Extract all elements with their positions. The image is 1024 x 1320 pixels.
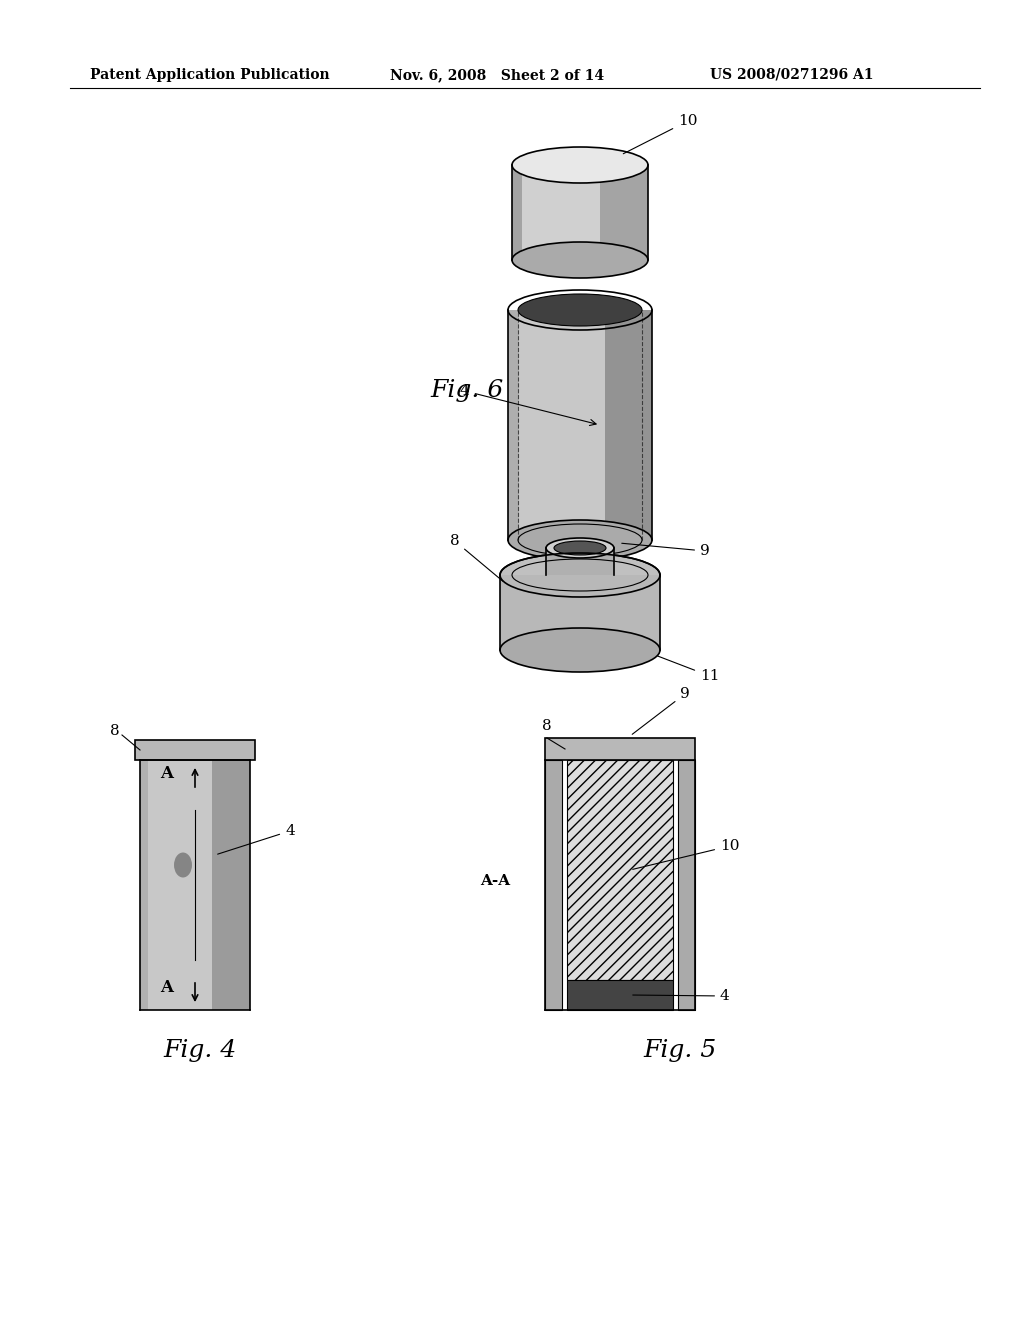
Text: Fig. 4: Fig. 4 [164,1039,237,1061]
Text: 10: 10 [633,840,739,870]
Text: US 2008/0271296 A1: US 2008/0271296 A1 [710,69,873,82]
FancyBboxPatch shape [512,165,522,260]
FancyBboxPatch shape [545,738,695,760]
FancyBboxPatch shape [140,760,148,1010]
Ellipse shape [500,628,660,672]
Ellipse shape [508,520,652,560]
Ellipse shape [512,242,648,279]
FancyBboxPatch shape [508,310,519,540]
FancyBboxPatch shape [512,165,648,260]
Text: Fig. 6: Fig. 6 [430,379,503,401]
FancyBboxPatch shape [545,760,562,1010]
Ellipse shape [518,294,642,326]
FancyBboxPatch shape [567,979,673,1010]
FancyBboxPatch shape [678,760,695,1010]
Ellipse shape [554,541,606,554]
FancyBboxPatch shape [546,548,614,576]
Text: 10: 10 [624,114,697,153]
FancyBboxPatch shape [135,741,255,760]
Text: Nov. 6, 2008   Sheet 2 of 14: Nov. 6, 2008 Sheet 2 of 14 [390,69,604,82]
Ellipse shape [174,853,193,878]
Text: 9: 9 [632,686,690,734]
Ellipse shape [500,553,660,597]
FancyBboxPatch shape [140,760,250,1010]
Text: Fig. 5: Fig. 5 [643,1039,717,1061]
Ellipse shape [512,147,648,183]
Text: 9: 9 [622,544,710,558]
Ellipse shape [546,539,614,558]
Text: 8: 8 [542,719,552,733]
Text: A: A [160,766,173,781]
Text: 8: 8 [110,723,120,738]
Text: 11: 11 [657,656,720,682]
FancyBboxPatch shape [508,310,652,540]
Text: Patent Application Publication: Patent Application Publication [90,69,330,82]
FancyBboxPatch shape [605,310,652,540]
FancyBboxPatch shape [567,760,673,979]
FancyBboxPatch shape [500,576,660,649]
Text: 4: 4 [218,824,295,854]
FancyBboxPatch shape [600,165,648,260]
FancyBboxPatch shape [212,760,250,1010]
Text: 8: 8 [450,535,503,581]
Text: A-A: A-A [480,874,510,888]
Text: 4: 4 [633,989,730,1003]
Text: 4: 4 [460,384,596,425]
Text: A: A [160,979,173,997]
